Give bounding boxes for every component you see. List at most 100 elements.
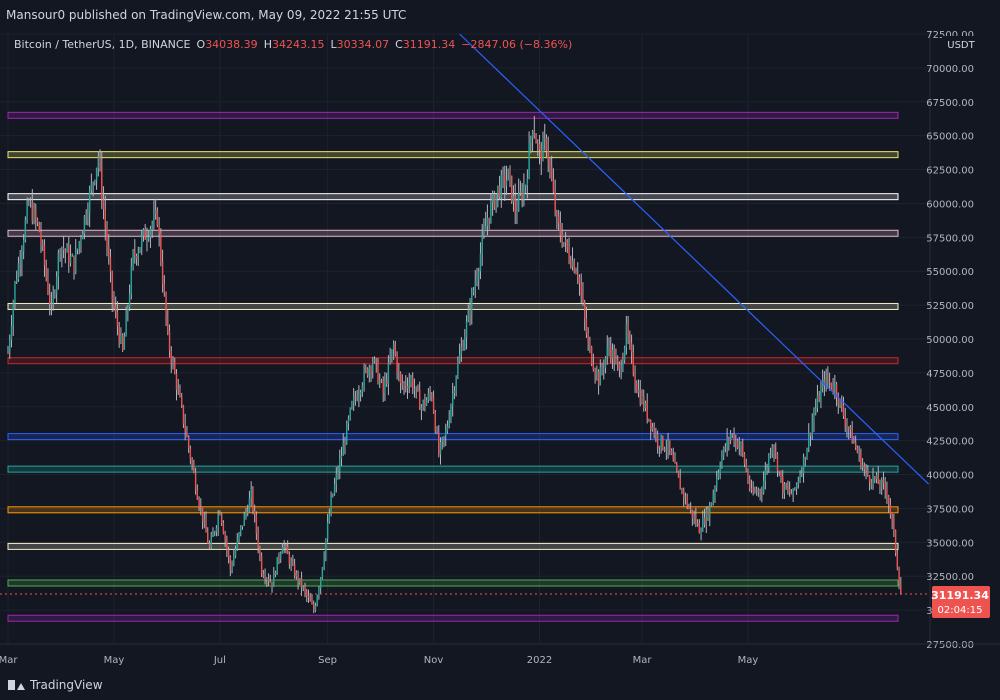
candle-body	[54, 293, 56, 295]
level-zone[interactable]	[7, 579, 899, 587]
candle-body	[453, 390, 456, 394]
y-tick-label: 40000.00	[926, 471, 974, 482]
candle-body	[154, 210, 157, 214]
candle-body	[370, 367, 372, 371]
candle-body	[710, 503, 713, 507]
level-zone[interactable]	[7, 111, 899, 119]
level-zone[interactable]	[7, 542, 899, 550]
candle-body	[696, 522, 699, 524]
candle-body	[472, 290, 475, 293]
candle-body	[399, 372, 402, 384]
candle-body	[889, 504, 892, 515]
candle-body	[603, 367, 605, 369]
candle-body	[104, 209, 106, 228]
candle-body	[514, 196, 516, 214]
candle-body	[827, 374, 829, 382]
level-zone[interactable]	[7, 465, 899, 473]
candle-body	[839, 399, 841, 405]
candle-body	[439, 442, 442, 455]
candle-body	[521, 191, 523, 200]
candle-body	[302, 586, 304, 589]
candle-body	[688, 506, 690, 509]
candle-body	[29, 202, 32, 204]
candle-body	[358, 394, 360, 400]
candle-body	[743, 453, 746, 465]
candle-body	[702, 517, 704, 532]
candle-body	[45, 265, 47, 278]
candle-body	[860, 451, 862, 468]
candle-body	[288, 553, 291, 565]
candle-body	[73, 255, 75, 273]
candle-body	[262, 574, 265, 577]
candle-body	[766, 467, 768, 470]
candle-body	[535, 136, 537, 144]
candle-body	[109, 257, 112, 272]
candle-body	[778, 470, 780, 472]
candle-body	[815, 407, 817, 414]
candle-body	[377, 362, 379, 384]
level-zone[interactable]	[7, 229, 899, 237]
candle-body	[215, 527, 218, 532]
candle-body	[759, 489, 761, 493]
candle-body	[870, 482, 872, 485]
level-zone[interactable]	[7, 151, 899, 159]
candle-body	[26, 203, 28, 221]
candle-body	[219, 513, 221, 515]
candle-body	[457, 362, 459, 377]
candle-body	[253, 510, 256, 515]
candle-body	[266, 578, 268, 580]
candle-body	[424, 400, 426, 406]
x-tick-label: Mar	[0, 655, 18, 666]
candle-body	[264, 576, 266, 580]
candle-body	[616, 359, 619, 364]
candle-body	[801, 473, 803, 475]
candle-body	[306, 591, 308, 596]
candle-body	[59, 253, 61, 255]
candle-body	[653, 426, 655, 436]
level-zone[interactable]	[7, 614, 899, 622]
level-zone[interactable]	[7, 506, 899, 514]
level-zone[interactable]	[7, 302, 899, 310]
candle-body	[38, 223, 40, 232]
level-zone[interactable]	[7, 433, 899, 441]
candle-body	[212, 533, 214, 538]
candle-body	[788, 488, 791, 493]
candle-body	[799, 474, 801, 481]
descending-trendline[interactable]	[459, 33, 930, 485]
candle-body	[832, 387, 834, 391]
candle-body	[516, 210, 518, 214]
candle-body	[47, 277, 49, 294]
candle-body	[549, 161, 551, 167]
candle-body	[35, 209, 37, 220]
candle-body	[339, 458, 341, 473]
y-axis-panel[interactable]	[930, 30, 1000, 670]
candle-body	[627, 323, 629, 338]
candle-body	[802, 457, 805, 474]
candle-body	[210, 537, 212, 548]
candle-body	[328, 514, 331, 523]
candle-body	[87, 213, 89, 219]
candle-body	[733, 434, 735, 444]
price-chart[interactable]: 27500.0030000.0032500.0035000.0037500.00…	[0, 30, 1000, 670]
chart-area[interactable]: 27500.0030000.0032500.0035000.0037500.00…	[0, 30, 1000, 670]
candle-body	[881, 480, 883, 488]
candle-body	[740, 443, 742, 447]
x-tick-label: May	[104, 655, 125, 666]
candle-body	[297, 572, 299, 583]
candle-body	[52, 293, 54, 304]
candle-body	[597, 371, 600, 386]
candle-body	[721, 456, 723, 467]
chart-background	[0, 30, 1000, 670]
candle-body	[544, 138, 546, 140]
level-zone[interactable]	[7, 357, 899, 365]
x-tick-label: 2022	[527, 655, 552, 666]
candle-body	[846, 425, 848, 428]
brand-label[interactable]: TradingView	[30, 678, 103, 692]
candle-body	[769, 454, 772, 456]
candle-body	[165, 293, 167, 318]
candle-body	[292, 562, 294, 565]
candle-body	[469, 309, 471, 315]
candle-body	[761, 492, 763, 494]
candle-body	[707, 509, 709, 519]
level-zone[interactable]	[7, 193, 899, 201]
